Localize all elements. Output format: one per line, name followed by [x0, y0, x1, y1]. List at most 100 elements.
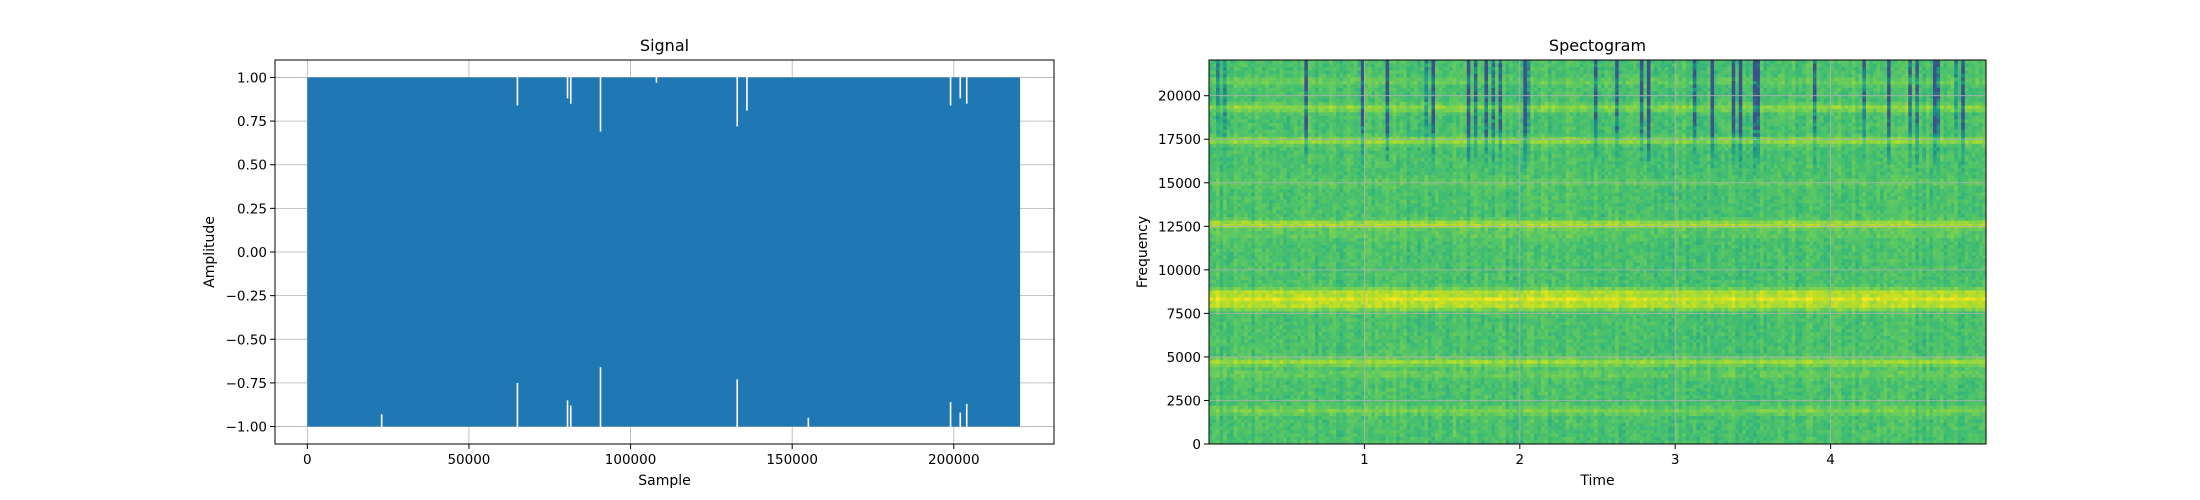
- spectrogram-cell: [1329, 101, 1334, 106]
- spectrogram-cell: [1269, 409, 1273, 413]
- spectrogram-cell: [1360, 73, 1365, 78]
- spectrogram-cell: [1350, 119, 1355, 124]
- spectrogram-cell: [1325, 297, 1330, 302]
- spectrogram-cell: [1272, 325, 1277, 330]
- spectrogram-cell: [1265, 241, 1270, 246]
- spectrogram-cell: [1261, 276, 1266, 281]
- spectrogram-cell: [1346, 241, 1351, 246]
- spectrogram-cell: [1346, 321, 1351, 326]
- spectrogram-cell: [1336, 115, 1341, 120]
- spectrogram-cell: [1254, 140, 1259, 145]
- spectrogram-cell: [1283, 136, 1288, 141]
- spectrogram-cell: [1343, 164, 1348, 169]
- spectrogram-cell: [1346, 332, 1351, 337]
- spectrogram-cell: [1357, 217, 1362, 221]
- spectrogram-cell: [1311, 119, 1316, 124]
- spectrogram-cell: [1279, 356, 1284, 361]
- spectrogram-cell: [1293, 377, 1298, 382]
- spectrogram-cell: [1269, 300, 1273, 305]
- spectrogram-cell: [1240, 210, 1245, 214]
- spectrogram-cell: [1279, 360, 1284, 365]
- spectrogram-cell: [1322, 126, 1326, 131]
- spectrogram-cell: [1219, 164, 1224, 169]
- spectrogram-cell: [1240, 332, 1245, 337]
- spectrogram-cell: [1357, 276, 1362, 281]
- spectrogram-cell: [1350, 391, 1355, 396]
- spectrogram-cell: [1329, 63, 1334, 68]
- spectrogram-cell: [1304, 346, 1309, 351]
- spectrogram-cell: [1343, 258, 1348, 263]
- spectrogram-cell: [1300, 150, 1305, 155]
- spectrogram-cell: [1339, 94, 1344, 99]
- spectrogram-cell: [1276, 437, 1281, 441]
- spectrogram-cell: [1357, 349, 1362, 354]
- spectrogram-cell: [1311, 321, 1316, 326]
- spectrogram-cell: [1230, 143, 1235, 148]
- spectrogram-cell: [1230, 356, 1235, 361]
- spectrogram-cell: [1304, 238, 1309, 242]
- spectrogram-cell: [1343, 356, 1348, 361]
- spectrogram-cell: [1219, 168, 1224, 173]
- spectrogram-cell: [1272, 108, 1277, 113]
- spectrogram-cell: [1314, 276, 1319, 281]
- spectrogram-cell: [1219, 161, 1224, 166]
- spectrogram-cell: [1212, 328, 1217, 333]
- spectrogram-cell: [1219, 115, 1224, 120]
- spectrogram-cell: [1322, 161, 1326, 166]
- spectrogram-cell: [1293, 60, 1298, 64]
- spectrogram-cell: [1364, 262, 1369, 267]
- spectrogram-cell: [1329, 416, 1334, 420]
- spectrogram-cell: [1226, 66, 1231, 71]
- spectrogram-cell: [1254, 133, 1259, 138]
- spectrogram-cell: [1307, 217, 1312, 221]
- spectrogram-cell: [1244, 60, 1249, 64]
- spectrogram-cell: [1332, 300, 1337, 305]
- spectrogram-cell: [1233, 171, 1238, 176]
- spectrogram-cell: [1346, 175, 1351, 180]
- spectrogram-cell: [1244, 332, 1249, 337]
- spectrogram-cell: [1360, 307, 1365, 312]
- spectrogram-cell: [1343, 196, 1348, 201]
- spectrogram-cell: [1219, 140, 1224, 145]
- spectrogram-cell: [1233, 196, 1238, 201]
- spectrogram-cell: [1286, 290, 1291, 295]
- spectrogram-cell: [1230, 325, 1235, 330]
- spectrogram-cell: [1237, 122, 1242, 127]
- spectrogram-cell: [1293, 272, 1298, 277]
- spectrogram-cell: [1300, 154, 1305, 159]
- spectrogram-cell: [1209, 112, 1213, 117]
- spectrogram-cell: [1247, 307, 1252, 312]
- spectrogram-cell: [1332, 157, 1337, 162]
- spectrogram-cell: [1237, 98, 1242, 103]
- spectrogram-cell: [1329, 150, 1334, 155]
- spectrogram-cell: [1272, 192, 1277, 197]
- spectrogram-cell: [1304, 91, 1309, 96]
- spectrogram-cell: [1343, 245, 1348, 249]
- spectrogram-cell: [1297, 279, 1302, 284]
- spectrogram-cell: [1332, 377, 1337, 382]
- spectrogram-cell: [1307, 440, 1312, 444]
- spectrogram-cell: [1357, 328, 1362, 333]
- spectrogram-cell: [1357, 367, 1362, 372]
- spectrogram-cell: [1258, 185, 1263, 190]
- spectrogram-cell: [1240, 241, 1245, 246]
- spectrogram-cell: [1272, 248, 1277, 253]
- spectrogram-cell: [1350, 213, 1355, 218]
- spectrogram-cell: [1353, 185, 1358, 190]
- spectrogram-cell: [1272, 101, 1277, 106]
- spectrogram-cell: [1329, 433, 1334, 438]
- spectrogram-cell: [1230, 192, 1235, 197]
- spectrogram-cell: [1353, 342, 1358, 347]
- spectrogram-cell: [1346, 87, 1351, 92]
- spectrogram-cell: [1237, 265, 1242, 270]
- spectrogram-cell: [1258, 440, 1263, 444]
- spectrogram-cell: [1216, 182, 1220, 187]
- spectrogram-cell: [1233, 203, 1238, 208]
- spectrogram-cell: [1283, 318, 1288, 323]
- spectrogram-cell: [1350, 402, 1355, 406]
- spectrogram-cell: [1216, 279, 1220, 284]
- spectrogram-cell: [1336, 342, 1341, 347]
- spectrogram-cell: [1346, 356, 1351, 361]
- spectrogram-cell: [1318, 199, 1323, 204]
- spectrogram-cell: [1346, 252, 1351, 256]
